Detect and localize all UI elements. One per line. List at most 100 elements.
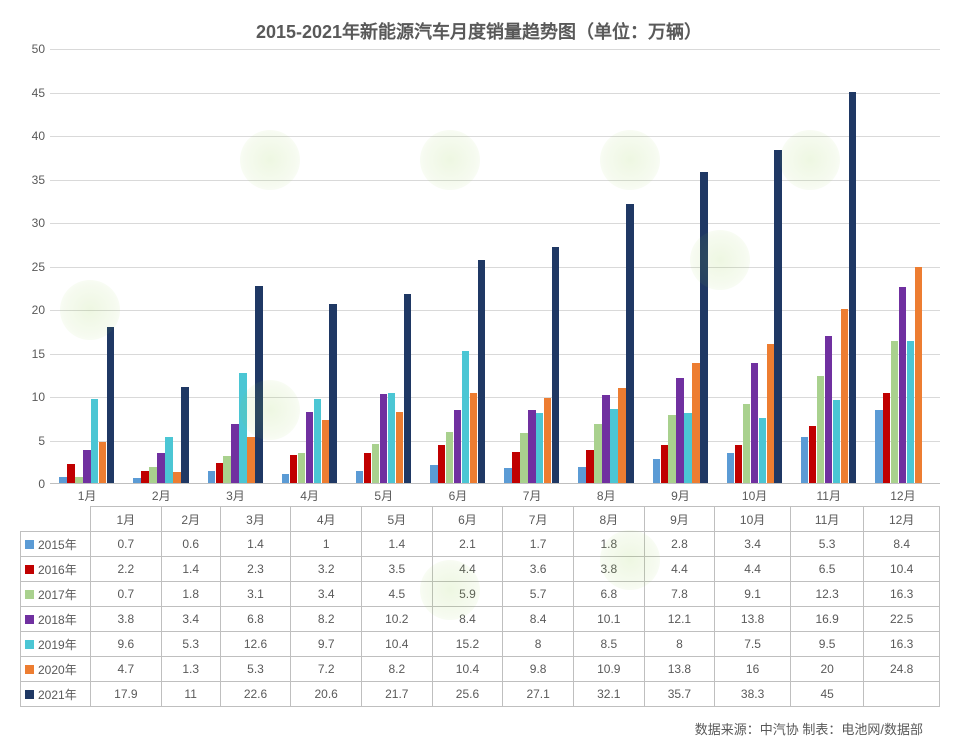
table-cell: 4.5 — [361, 582, 432, 607]
table-cell: 22.5 — [864, 607, 940, 632]
legend-label: 2019年 — [38, 638, 77, 652]
bar — [404, 294, 411, 483]
legend-marker — [25, 615, 34, 624]
bar — [528, 410, 535, 483]
bar — [223, 456, 230, 483]
bar — [356, 471, 363, 483]
gridline — [50, 49, 940, 50]
bar — [774, 150, 781, 483]
table-cell: 17.9 — [91, 682, 162, 707]
bar — [661, 445, 668, 483]
legend-cell: 2015年 — [21, 532, 91, 557]
bar — [157, 453, 164, 483]
x-tick-label: 12月 — [890, 487, 915, 504]
bar — [298, 453, 305, 483]
table-cell: 13.8 — [644, 657, 715, 682]
bar — [380, 394, 387, 483]
gridline — [50, 223, 940, 224]
bar — [610, 409, 617, 483]
legend-label: 2020年 — [38, 663, 77, 677]
bar — [470, 393, 477, 483]
table-row: 2018年3.83.46.88.210.28.48.410.112.113.81… — [21, 607, 940, 632]
legend-marker — [25, 540, 34, 549]
bar — [544, 398, 551, 483]
table-cell: 1.4 — [161, 557, 220, 582]
table-cell: 13.8 — [715, 607, 791, 632]
bar — [329, 304, 336, 483]
table-cell: 16.3 — [864, 632, 940, 657]
table-cell: 1 — [291, 532, 362, 557]
bar — [825, 336, 832, 483]
bar — [915, 267, 922, 483]
bar — [767, 344, 774, 483]
table-header-cell: 1月 — [91, 507, 162, 532]
table-cell: 0.7 — [91, 582, 162, 607]
bar — [743, 404, 750, 483]
table-header-cell: 2月 — [161, 507, 220, 532]
y-tick-label: 10 — [32, 390, 45, 404]
x-tick-label: 2月 — [152, 487, 171, 504]
table-cell: 3.2 — [291, 557, 362, 582]
table-cell: 2.3 — [220, 557, 291, 582]
table-cell: 7.2 — [291, 657, 362, 682]
bar — [216, 463, 223, 483]
table-cell: 0.6 — [161, 532, 220, 557]
table-cell: 5.3 — [161, 632, 220, 657]
bar — [700, 172, 707, 483]
table-cell: 5.7 — [503, 582, 574, 607]
bar — [578, 467, 585, 483]
bar — [504, 468, 511, 483]
bar — [626, 204, 633, 483]
table-cell: 11 — [161, 682, 220, 707]
bar — [446, 432, 453, 483]
table-cell: 12.1 — [644, 607, 715, 632]
table-cell: 3.6 — [503, 557, 574, 582]
table-cell: 10.2 — [361, 607, 432, 632]
table-cell: 4.4 — [432, 557, 503, 582]
table-cell: 3.4 — [291, 582, 362, 607]
bar — [181, 387, 188, 483]
legend-cell: 2020年 — [21, 657, 91, 682]
bar — [165, 437, 172, 483]
x-tick-label: 9月 — [671, 487, 690, 504]
table-cell: 1.4 — [361, 532, 432, 557]
bar — [388, 393, 395, 483]
gridline — [50, 354, 940, 355]
table-header-cell: 9月 — [644, 507, 715, 532]
bar — [314, 399, 321, 483]
table-cell: 9.1 — [715, 582, 791, 607]
table-cell: 16 — [715, 657, 791, 682]
chart-container: 2015-2021年新能源汽车月度销量趋势图（单位：万辆） 0510152025… — [0, 0, 958, 752]
bar — [727, 453, 734, 483]
bar — [83, 450, 90, 483]
table-cell: 21.7 — [361, 682, 432, 707]
legend-label: 2021年 — [38, 688, 77, 702]
bar — [231, 424, 238, 483]
table-cell: 16.3 — [864, 582, 940, 607]
chart-title: 2015-2021年新能源汽车月度销量趋势图（单位：万辆） — [15, 10, 943, 49]
table-cell: 12.3 — [790, 582, 863, 607]
bar — [899, 287, 906, 483]
table-cell: 8.4 — [503, 607, 574, 632]
table-cell: 1.7 — [503, 532, 574, 557]
chart-area: 05101520253035404550 1月2月3月4月5月6月7月8月9月1… — [20, 49, 940, 504]
bar — [247, 437, 254, 483]
gridline — [50, 310, 940, 311]
table-cell: 7.8 — [644, 582, 715, 607]
gridline — [50, 136, 940, 137]
x-tick-label: 1月 — [78, 487, 97, 504]
legend-marker — [25, 590, 34, 599]
table-header-cell: 4月 — [291, 507, 362, 532]
table-cell: 12.6 — [220, 632, 291, 657]
bar — [364, 453, 371, 483]
table-cell: 15.2 — [432, 632, 503, 657]
bar — [692, 363, 699, 483]
bar — [99, 442, 106, 483]
bar — [75, 477, 82, 483]
table-cell: 4.7 — [91, 657, 162, 682]
legend-label: 2018年 — [38, 613, 77, 627]
y-tick-label: 25 — [32, 260, 45, 274]
bar — [759, 418, 766, 483]
bar — [372, 444, 379, 483]
table-cell: 1.8 — [161, 582, 220, 607]
